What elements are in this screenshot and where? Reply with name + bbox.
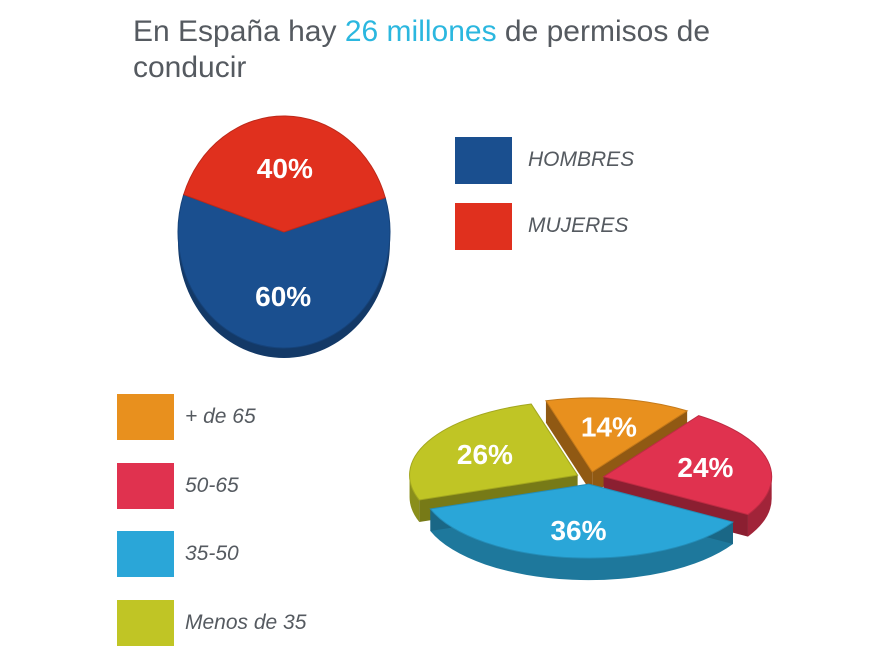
age-pie-slice-3 xyxy=(409,403,579,501)
legend-label-35-50: 35-50 xyxy=(185,542,239,565)
legend-label-menos-35: Menos de 35 xyxy=(185,611,307,634)
age-pie-slice-1 xyxy=(602,415,773,516)
legend-label-mas-65: + de 65 xyxy=(185,405,256,428)
legend-swatch-35-50 xyxy=(117,531,174,577)
age-pie-slice-side-1 xyxy=(747,476,772,537)
title-highlight: 26 millones xyxy=(344,15,497,48)
legend-swatch-menos-35 xyxy=(117,600,174,646)
legend-label-mujeres: MUJERES xyxy=(528,214,629,237)
age-pie-slice-2 xyxy=(429,483,735,559)
age-pie-slice-cut-0-0 xyxy=(545,400,593,494)
legend-swatch-mas-65 xyxy=(117,394,174,440)
age-pie-slice-label-2: 36% xyxy=(550,515,606,546)
legend-swatch-mujeres xyxy=(455,203,512,250)
gender-pie-slice-label-1: 40% xyxy=(257,153,313,184)
legend-swatch-hombres xyxy=(455,137,512,184)
legend-swatch-50-65 xyxy=(117,463,174,509)
age-pie-slice-label-1: 24% xyxy=(677,452,733,483)
gender-pie-slice-1 xyxy=(183,115,386,233)
gender-pie-slice-0 xyxy=(177,193,391,349)
age-pie-slice-side-3 xyxy=(409,475,420,523)
title-part2: de permisos de conducir xyxy=(133,15,711,84)
page-title: En España hay 26 millones de permisos de… xyxy=(133,14,813,86)
age-pie-slice-side-2 xyxy=(430,508,733,581)
age-pie-slice-0 xyxy=(545,397,689,473)
gender-pie-slice-label-0: 60% xyxy=(255,281,311,312)
title-part1: En España hay xyxy=(133,15,345,48)
legend-label-50-65: 50-65 xyxy=(185,474,239,497)
legend-label-hombres: HOMBRES xyxy=(528,148,635,171)
age-pie-slice-label-3: 26% xyxy=(457,439,513,470)
age-pie-slice-label-0: 14% xyxy=(581,412,637,443)
